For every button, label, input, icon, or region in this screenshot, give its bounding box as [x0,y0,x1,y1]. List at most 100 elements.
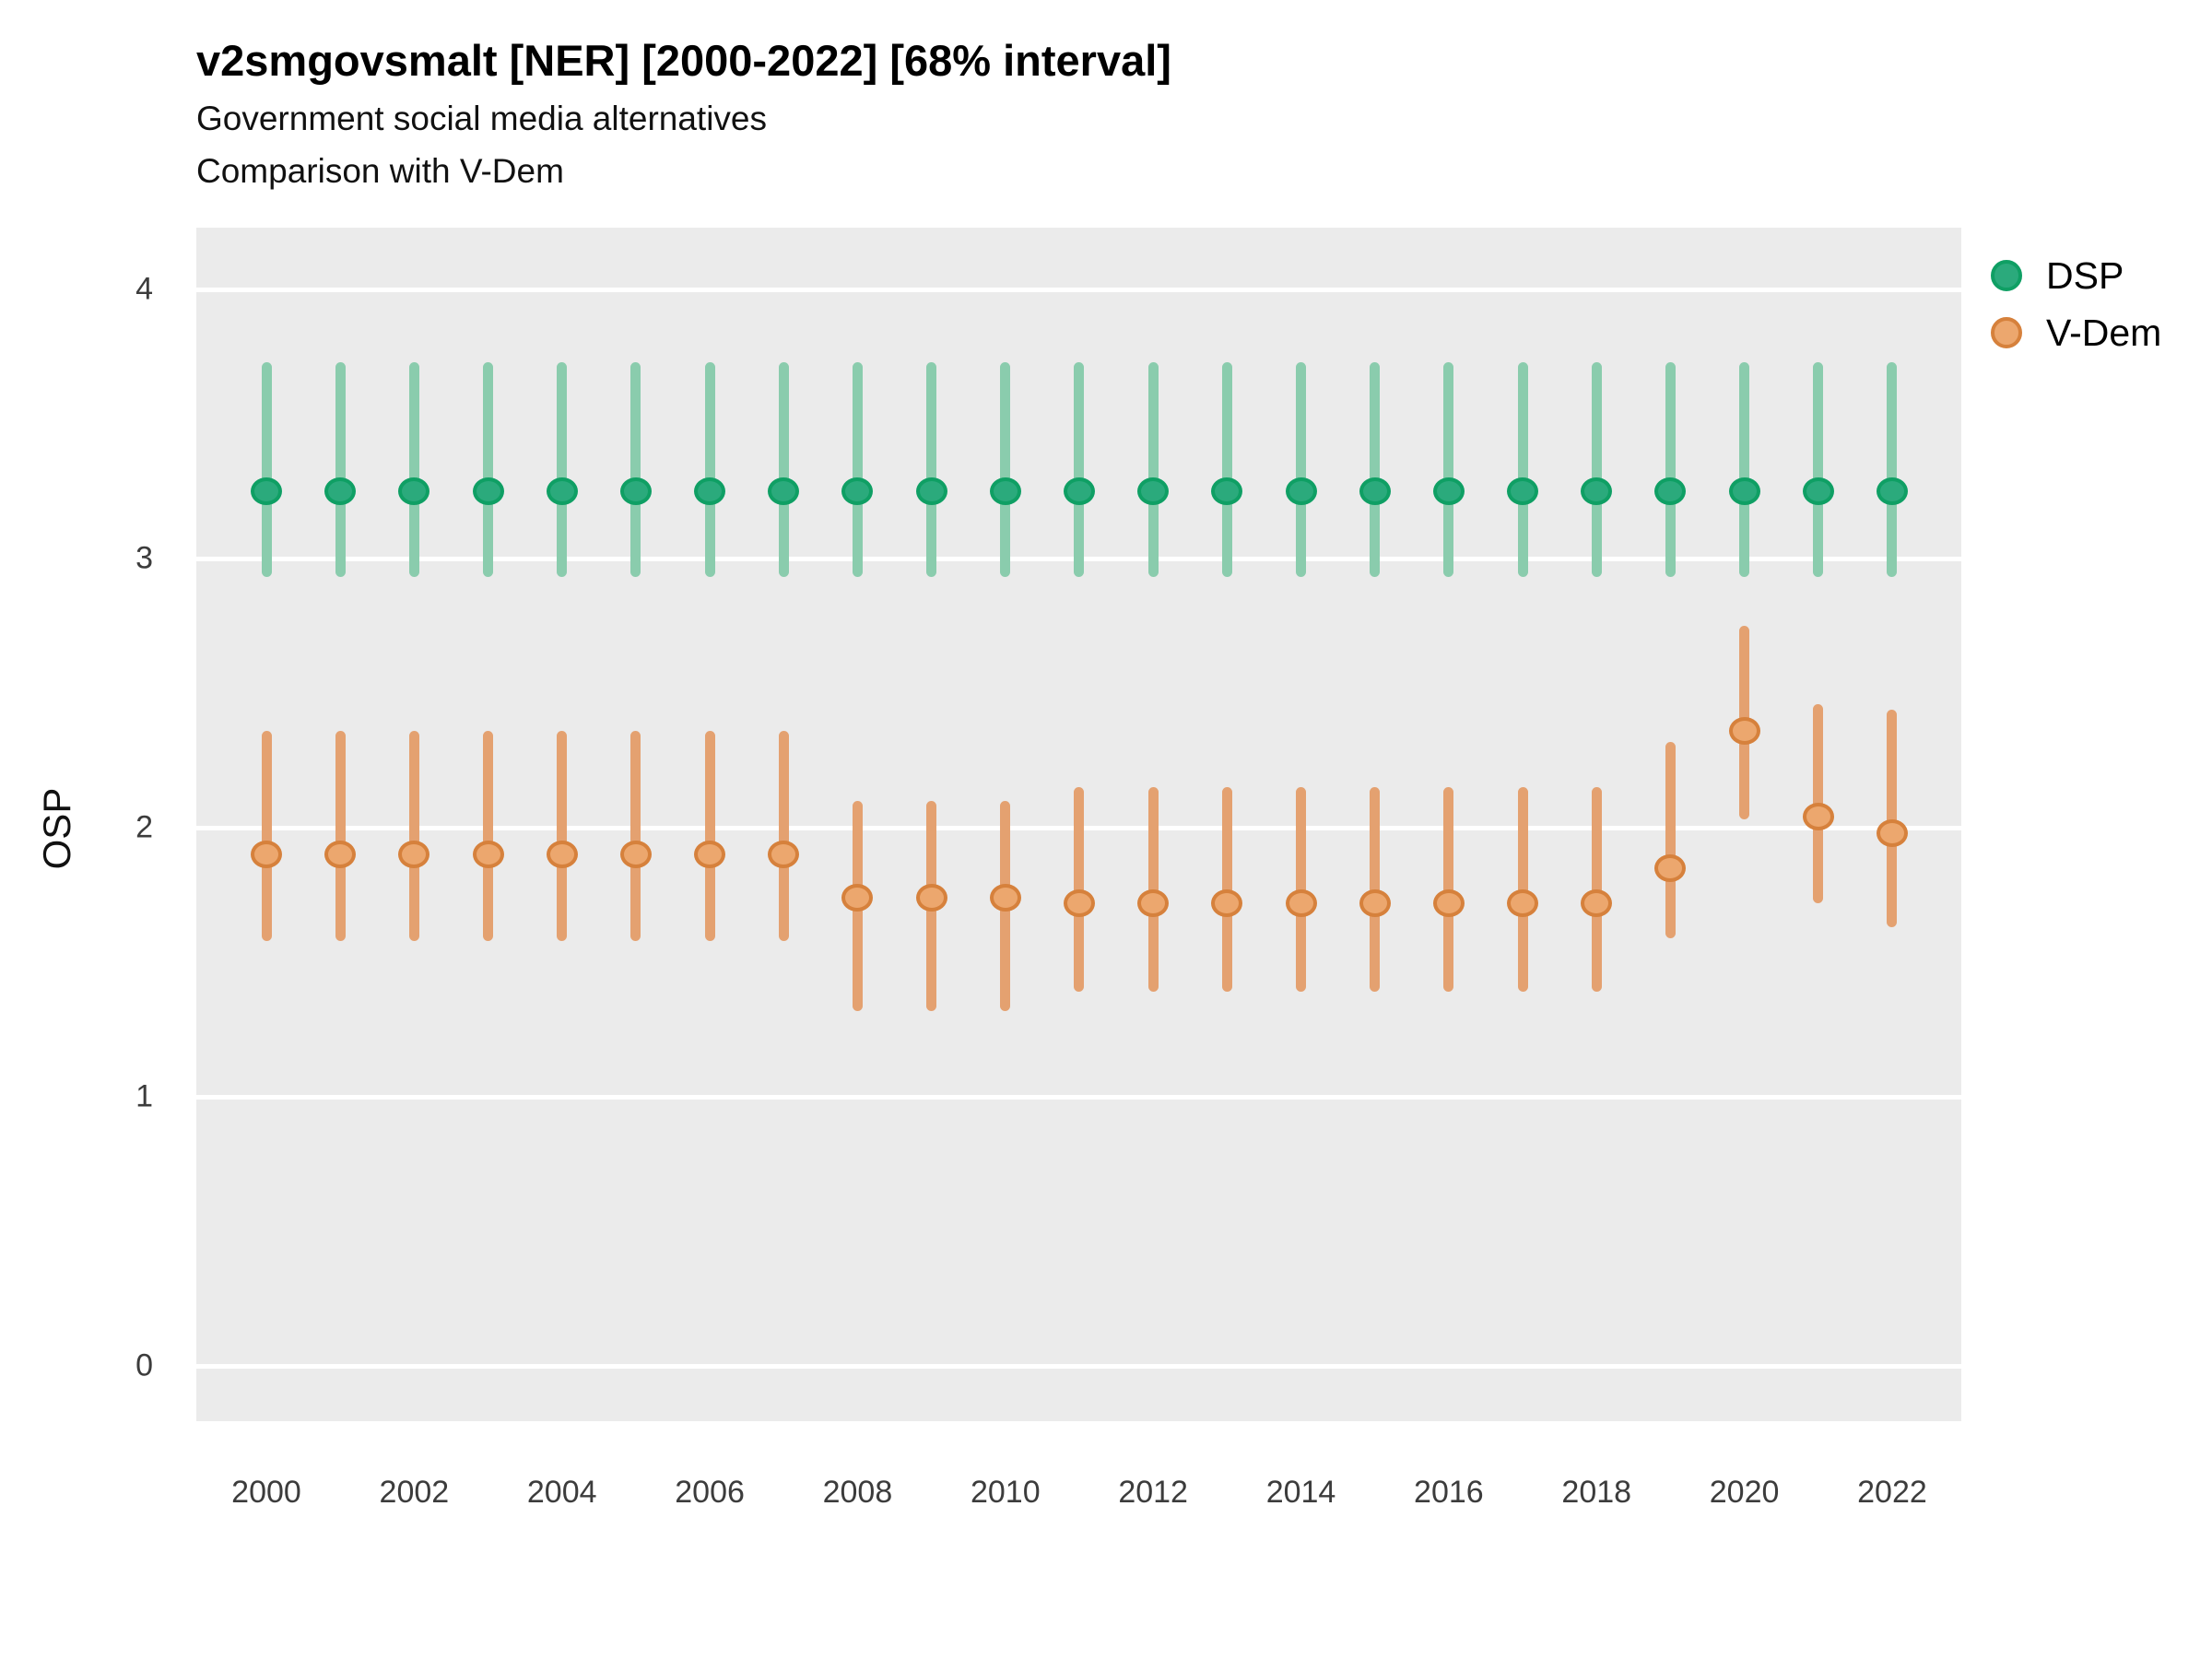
dsp-point [1581,477,1613,505]
v-dem-point [398,841,430,869]
v-dem-interval-bar [630,730,641,941]
y-tick-label-0: 0 [135,1347,153,1383]
chart-subtitle-line2: Comparison with V-Dem [196,152,564,190]
v-dem-interval-bar [335,730,346,941]
y-tick-label-2: 2 [135,809,153,845]
dsp-interval-bar [261,361,272,578]
dsp-point [841,477,874,505]
dsp-interval-bar [335,361,346,578]
v-dem-point [1654,853,1687,882]
y-tick-label-3: 3 [135,540,153,576]
dsp-interval-bar [1665,361,1676,578]
dsp-point [1211,477,1243,505]
dsp-point-icon [1991,260,2022,291]
dsp-interval-bar [1296,361,1307,578]
dsp-point [619,477,652,505]
x-tick-label-2002: 2002 [379,1475,450,1510]
dsp-interval-bar [704,361,715,578]
dsp-interval-bar [1591,361,1602,578]
dsp-interval-bar [926,361,937,578]
dsp-point [694,477,726,505]
dsp-interval-bar [1813,361,1824,578]
v-dem-point [841,883,874,912]
v-dem-point [1359,888,1391,917]
dsp-point [768,477,800,505]
dsp-interval-bar [1517,361,1528,578]
x-tick-label-2012: 2012 [1118,1475,1188,1510]
dsp-interval-bar [1221,361,1232,578]
v-dem-point [1137,888,1170,917]
dsp-point [251,477,282,505]
dsp-point [1728,477,1760,505]
legend-item-vdem: V-Dem [1991,304,2161,361]
x-tick-label-2022: 2022 [1857,1475,1927,1510]
dsp-point [1802,477,1834,505]
v-dem-point [324,841,357,869]
v-dem-interval-bar [1887,709,1898,928]
v-dem-point [1211,888,1243,917]
v-dem-interval-bar [1665,741,1676,938]
v-dem-interval-bar [557,730,568,941]
x-tick-label-2000: 2000 [231,1475,301,1510]
x-tick-label-2006: 2006 [675,1475,745,1510]
v-dem-point [1432,888,1465,917]
dsp-interval-bar [557,361,568,578]
dsp-point [1876,477,1908,505]
legend-label-dsp: DSP [2046,253,2124,297]
x-tick-label-2004: 2004 [526,1475,597,1510]
dsp-point [324,477,357,505]
gridline-y-0 [196,1363,1961,1369]
v-dem-point [619,841,652,869]
y-tick-label-1: 1 [135,1078,153,1114]
v-dem-point [546,841,578,869]
v-dem-point [915,883,947,912]
dsp-point [398,477,430,505]
dsp-interval-bar [1000,361,1011,578]
v-dem-point [989,883,1021,912]
page-title: v2smgovsmalt [NER] [2000-2022] [68% inte… [196,36,1171,85]
dsp-interval-bar [630,361,641,578]
dsp-interval-bar [1370,361,1381,578]
dsp-point [1654,477,1687,505]
x-tick-label-2010: 2010 [970,1475,1041,1510]
v-dem-point [1802,803,1834,831]
x-tick-label-2020: 2020 [1709,1475,1780,1510]
v-dem-point [768,841,800,869]
v-dem-point [694,841,726,869]
gridline-y-4 [196,287,1961,292]
y-axis-title: OSP [35,787,78,870]
legend-item-dsp: DSP [1991,247,2161,304]
v-dem-point [1581,888,1613,917]
dsp-interval-bar [778,361,789,578]
v-dem-point [1285,888,1317,917]
legend-label-vdem: V-Dem [2046,311,2162,354]
y-tick-label-4: 4 [135,271,153,307]
dsp-point [915,477,947,505]
vdem-point-icon [1991,317,2022,348]
v-dem-interval-bar [408,730,419,941]
v-dem-interval-bar [704,730,715,941]
dsp-point [1137,477,1170,505]
v-dem-point [1507,888,1539,917]
dsp-point [1432,477,1465,505]
legend: DSP V-Dem [1991,247,2161,361]
v-dem-point [251,841,282,869]
dsp-interval-bar [1074,361,1085,578]
v-dem-point [472,841,504,869]
v-dem-interval-bar [778,730,789,941]
dsp-interval-bar [1739,361,1750,578]
plot-panel [196,228,1961,1421]
dsp-point [1359,477,1391,505]
chart-subtitle-line1: Government social media alternatives [196,100,768,137]
x-tick-label-2018: 2018 [1561,1475,1632,1510]
v-dem-point [1063,888,1095,917]
gridline-y-1 [196,1094,1961,1100]
dsp-point [1063,477,1095,505]
dsp-interval-bar [408,361,419,578]
dsp-interval-bar [483,361,494,578]
dsp-point [546,477,578,505]
v-dem-point [1728,716,1760,745]
dsp-point [1507,477,1539,505]
v-dem-interval-bar [261,730,272,941]
x-tick-label-2008: 2008 [822,1475,893,1510]
